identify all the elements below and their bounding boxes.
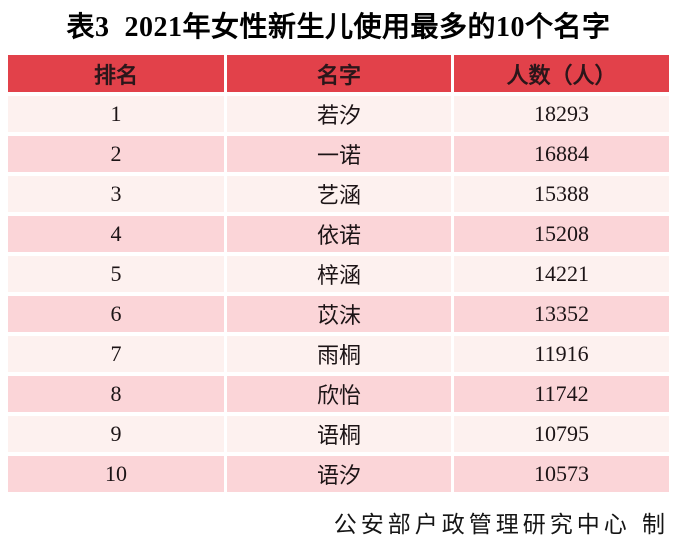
rank-cell: 1 xyxy=(8,96,224,132)
rank-cell: 4 xyxy=(8,216,224,252)
rank-cell: 8 xyxy=(8,376,224,412)
rank-cell: 5 xyxy=(8,256,224,292)
count-cell: 16884 xyxy=(454,136,669,172)
rank-cell: 7 xyxy=(8,336,224,372)
count-cell: 18293 xyxy=(454,96,669,132)
count-cell: 11742 xyxy=(454,376,669,412)
name-cell: 梓涵 xyxy=(227,256,451,292)
rank-cell: 6 xyxy=(8,296,224,332)
names-table: 排名 名字 人数（人） 1 若汐 18293 2 一诺 16884 3 艺涵 1… xyxy=(8,55,669,492)
rank-cell: 2 xyxy=(8,136,224,172)
column-header-name: 名字 xyxy=(227,55,451,92)
name-cell: 语汐 xyxy=(227,456,451,492)
table-title: 表3 2021年女性新生儿使用最多的10个名字 xyxy=(66,12,611,43)
name-cell: 语桐 xyxy=(227,416,451,452)
name-cell: 若汐 xyxy=(227,96,451,132)
count-cell: 14221 xyxy=(454,256,669,292)
count-cell: 13352 xyxy=(454,296,669,332)
count-cell: 11916 xyxy=(454,336,669,372)
name-cell: 欣怡 xyxy=(227,376,451,412)
name-cell: 艺涵 xyxy=(227,176,451,212)
column-header-rank: 排名 xyxy=(8,55,224,92)
rank-cell: 10 xyxy=(8,456,224,492)
name-cell: 一诺 xyxy=(227,136,451,172)
name-cell: 依诺 xyxy=(227,216,451,252)
count-cell: 15208 xyxy=(454,216,669,252)
name-cell: 雨桐 xyxy=(227,336,451,372)
rank-cell: 9 xyxy=(8,416,224,452)
rank-cell: 3 xyxy=(8,176,224,212)
source-credit: 公安部户政管理研究中心 制 xyxy=(333,512,669,538)
count-cell: 10573 xyxy=(454,456,669,492)
name-cell: 苡沫 xyxy=(227,296,451,332)
column-header-count: 人数（人） xyxy=(454,55,669,92)
count-cell: 15388 xyxy=(454,176,669,212)
count-cell: 10795 xyxy=(454,416,669,452)
